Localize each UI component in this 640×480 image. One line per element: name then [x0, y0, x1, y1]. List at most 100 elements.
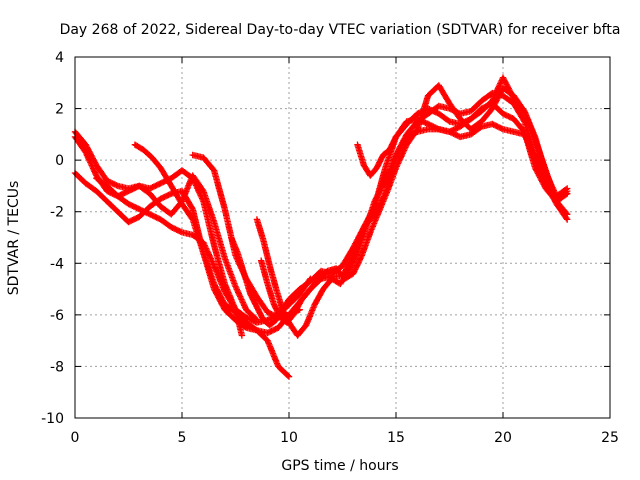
data-point	[401, 135, 408, 142]
data-point	[199, 186, 206, 193]
data-point	[285, 373, 293, 380]
y-tick-label: 4	[55, 50, 64, 66]
data-point	[357, 253, 365, 261]
data-point	[232, 283, 239, 290]
series-track-10	[354, 74, 571, 205]
y-tick-label: -10	[41, 411, 64, 427]
data-point	[497, 80, 504, 87]
data-point	[188, 215, 195, 222]
data-point	[239, 297, 246, 305]
data-point	[401, 145, 408, 153]
x-tick-label: 10	[280, 430, 298, 446]
data-point	[506, 86, 513, 94]
data-point	[213, 286, 221, 293]
data-point	[380, 181, 387, 189]
data-points	[71, 74, 571, 380]
data-point	[494, 86, 501, 93]
data-point	[84, 153, 91, 160]
data-point	[210, 280, 218, 288]
data-point	[376, 188, 383, 195]
chart-title: Day 268 of 2022, Sidereal Day-to-day VTE…	[60, 22, 621, 38]
data-point	[564, 187, 571, 195]
data-point	[373, 212, 381, 220]
data-point	[347, 263, 355, 271]
data-point	[351, 267, 358, 274]
series-track-4	[93, 175, 314, 326]
data-point	[87, 159, 94, 166]
data-point	[489, 97, 496, 104]
series-track-9	[258, 82, 571, 326]
data-point	[381, 178, 388, 186]
data-point	[377, 187, 384, 194]
data-point	[508, 90, 515, 98]
data-point	[350, 270, 357, 277]
x-tick-label: 5	[178, 430, 187, 446]
data-point	[397, 142, 405, 149]
x-tick-label: 20	[494, 430, 512, 446]
x-tick-label: 25	[601, 430, 619, 446]
data-point	[238, 332, 246, 339]
y-tick-label: 2	[55, 102, 64, 118]
data-point	[499, 74, 507, 81]
data-point	[284, 372, 292, 379]
data-point	[208, 256, 215, 264]
data-point	[490, 94, 497, 102]
y-tick-label: -6	[50, 308, 64, 324]
y-axis-label: SDTVAR / TECUs	[6, 181, 22, 296]
data-point	[374, 192, 381, 200]
data-point	[351, 255, 358, 262]
data-point	[563, 215, 570, 222]
grid-lines	[75, 57, 610, 418]
data-point	[489, 104, 497, 111]
x-axis-label: GPS time / hours	[281, 458, 398, 474]
data-point	[500, 75, 507, 83]
y-tick-label: -4	[50, 256, 64, 272]
data-point	[353, 263, 360, 270]
data-point	[357, 255, 364, 262]
data-point	[397, 154, 404, 161]
data-point	[392, 151, 400, 159]
data-point	[413, 127, 420, 134]
data-point	[349, 260, 356, 268]
data-point	[564, 216, 571, 223]
axis-ticks: 0 5 10 15 20 25 -10 -8 -6 -4 -2 0 2 4	[41, 50, 619, 446]
data-point	[395, 146, 403, 153]
data-point	[503, 81, 510, 88]
data-point	[88, 162, 95, 169]
data-point	[489, 105, 496, 112]
data-point	[236, 292, 243, 299]
data-point	[355, 257, 363, 265]
data-point	[216, 291, 223, 299]
y-tick-label: -8	[50, 359, 64, 375]
data-point	[353, 251, 360, 258]
data-point	[562, 188, 570, 196]
x-tick-label: 0	[71, 430, 80, 446]
data-point	[233, 286, 240, 293]
data-point	[394, 160, 402, 167]
data-point	[398, 140, 405, 148]
data-point	[505, 85, 512, 92]
x-tick-label: 15	[387, 430, 405, 446]
data-point	[502, 79, 510, 87]
series-track-5	[131, 141, 293, 380]
data-point	[354, 260, 361, 268]
data-point	[371, 198, 378, 205]
y-tick-label: 0	[55, 153, 64, 169]
data-point	[215, 290, 223, 297]
data-point	[398, 151, 406, 158]
data-point	[91, 168, 98, 175]
data-point	[85, 156, 93, 163]
series-track-6	[189, 120, 571, 321]
data-point	[240, 300, 247, 308]
plot-frame	[74, 56, 611, 419]
y-tick-label: -2	[50, 205, 64, 221]
data-point	[188, 204, 196, 211]
data-point	[350, 258, 357, 265]
data-point	[495, 83, 503, 90]
data-point	[509, 92, 516, 99]
data-point	[219, 297, 226, 304]
data-point	[396, 157, 403, 164]
data-point	[493, 88, 500, 96]
data-point	[304, 319, 311, 326]
